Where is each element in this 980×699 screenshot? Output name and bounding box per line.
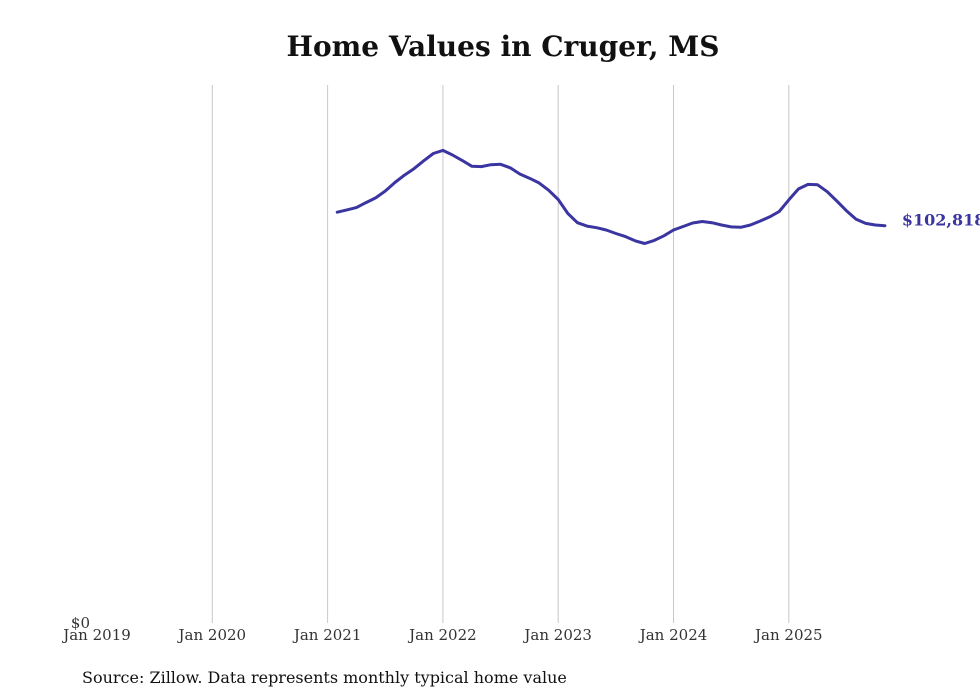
chart-title: Home Values in Cruger, MS: [286, 30, 720, 63]
x-tick-label: Jan 2020: [177, 626, 247, 644]
x-tick-label: Jan 2022: [407, 626, 477, 644]
y-tick-label: $0: [71, 614, 90, 632]
x-tick-label: Jan 2024: [638, 626, 708, 644]
y-axis-ticks: $0: [71, 614, 90, 632]
x-tick-label: Jan 2025: [753, 626, 823, 644]
x-tick-label: Jan 2021: [292, 626, 362, 644]
end-value-label: $102,818: [902, 211, 980, 230]
x-axis-ticks: Jan 2019 Jan 2020 Jan 2021 Jan 2022 Jan 2023…: [61, 626, 822, 644]
series-line: [335, 148, 887, 245]
x-tick-label: Jan 2023: [522, 626, 592, 644]
x-tick-label: Jan 2019: [61, 626, 131, 644]
gridlines: [211, 85, 790, 623]
source-note: Source: Zillow. Data represents monthly …: [82, 668, 567, 687]
